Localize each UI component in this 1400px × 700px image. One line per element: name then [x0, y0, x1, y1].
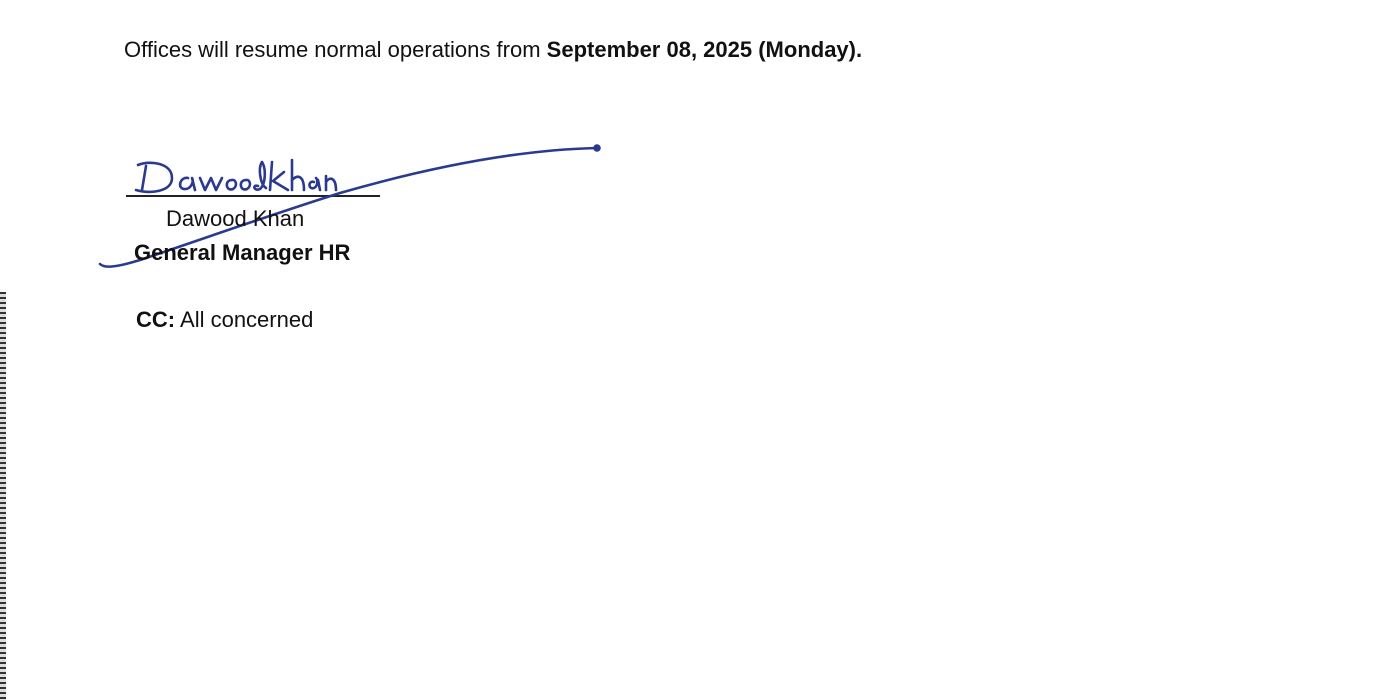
resume-date: September 08, 2025 (Monday). [546, 37, 863, 62]
resume-paragraph: Offices will resume normal operations fr… [124, 37, 862, 63]
cc-text: All concerned [180, 307, 314, 332]
scan-edge [0, 292, 6, 700]
signatory-name: Dawood Khan [166, 206, 305, 231]
signatory-designation: General Manager HR [134, 240, 351, 265]
cc-label: CC: [136, 307, 176, 332]
handwritten-signature [98, 144, 601, 268]
cc-line: CC: All concerned [136, 307, 313, 333]
resume-text: Offices will resume normal operations fr… [124, 37, 541, 62]
